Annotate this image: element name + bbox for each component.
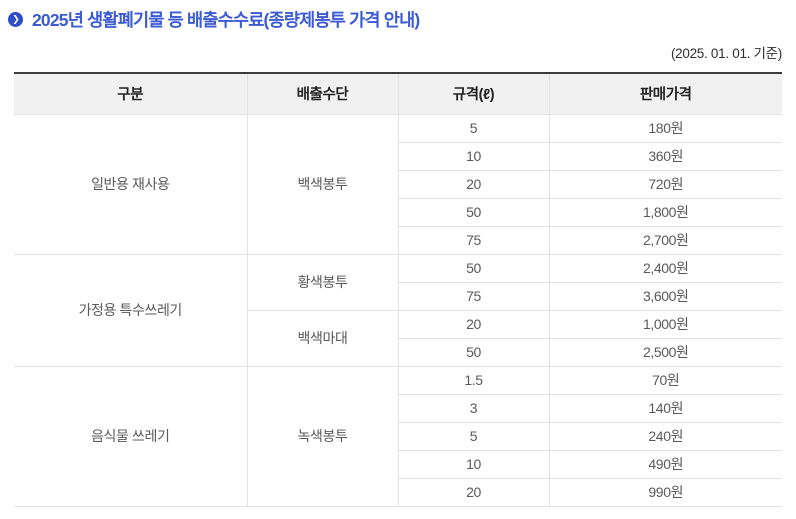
price-cell: 2,500원 (548, 337, 782, 366)
table-row: 5 240원 (14, 421, 782, 450)
table-row: 75 3,600원 (14, 281, 782, 310)
size-cell: 5 (397, 421, 549, 450)
method-cell: 황색봉투 (246, 253, 398, 310)
size-cell: 1.5 (397, 365, 549, 394)
size-cell: 75 (397, 225, 549, 254)
price-cell: 2,700원 (548, 225, 782, 254)
size-cell: 10 (397, 141, 549, 170)
header-row: 구분 배출수단 규격(ℓ) 판매가격 (14, 73, 782, 115)
category-cell: 일반용 재사용 (14, 113, 247, 254)
price-cell: 360원 (548, 141, 782, 170)
column-header-size: 규격(ℓ) (397, 73, 549, 115)
table-row: 20 990원 (14, 477, 782, 506)
table-row: 가정용 특수쓰레기 황색봉투 50 2,400원 (14, 253, 782, 366)
page-header: ❯ 2025년 생활폐기물 등 배출수수료(종량제봉투 가격 안내) (0, 0, 796, 30)
fee-table-head: 구분 배출수단 규격(ℓ) 판매가격 (14, 73, 782, 115)
method-cell: 백색마대 (246, 309, 398, 366)
size-cell: 75 (397, 281, 549, 310)
table-row: 10 360원 (14, 141, 782, 170)
price-cell: 1,800원 (548, 197, 782, 226)
price-cell: 70원 (548, 365, 782, 394)
size-cell: 20 (397, 477, 549, 506)
size-cell: 50 (397, 197, 549, 226)
fee-table-body: 일반용 재사용 백색봉투 5 180원 10 360원 20 720원 50 1,800원 75 2,… (14, 113, 782, 506)
price-cell: 240원 (548, 421, 782, 450)
size-cell: 10 (397, 449, 549, 478)
column-header-price: 판매가격 (548, 73, 782, 115)
price-cell: 2,400원 (548, 253, 782, 282)
category-cell: 음식물 쓰레기 (14, 365, 247, 506)
size-cell: 50 (397, 337, 549, 366)
size-cell: 50 (397, 253, 549, 282)
table-row: 50 2,500원 (14, 337, 782, 366)
page-title: 2025년 생활폐기물 등 배출수수료(종량제봉투 가격 안내) (32, 10, 420, 30)
price-cell: 3,600원 (548, 281, 782, 310)
column-header-category: 구분 (14, 73, 247, 115)
method-cell: 백색봉투 (246, 113, 398, 254)
table-row: 3 140원 (14, 393, 782, 422)
price-cell: 720원 (548, 169, 782, 198)
date-note: (2025. 01. 01. 기준) (670, 46, 782, 61)
size-cell: 20 (397, 169, 549, 198)
price-cell: 490원 (548, 449, 782, 478)
table-row: 일반용 재사용 백색봉투 5 180원 (14, 113, 782, 254)
table-row: 10 490원 (14, 449, 782, 478)
price-cell: 180원 (548, 113, 782, 142)
size-cell: 5 (397, 113, 549, 142)
arrow-circle-icon: ❯ (8, 12, 23, 27)
column-header-method: 배출수단 (246, 73, 398, 115)
size-cell: 20 (397, 309, 549, 338)
method-cell: 녹색봉투 (246, 365, 398, 506)
table-row: 백색마대 20 1,000원 (14, 309, 782, 366)
size-cell: 3 (397, 393, 549, 422)
price-cell: 990원 (548, 477, 782, 506)
category-cell: 가정용 특수쓰레기 (14, 253, 247, 366)
price-cell: 1,000원 (548, 309, 782, 338)
table-row: 20 720원 (14, 169, 782, 198)
table-row: 50 1,800원 (14, 197, 782, 226)
table-row: 75 2,700원 (14, 225, 782, 254)
table-row: 음식물 쓰레기 녹색봉투 1.5 70원 (14, 365, 782, 506)
price-cell: 140원 (548, 393, 782, 422)
fee-table: 구분 배출수단 규격(ℓ) 판매가격 일반용 재사용 백색봉투 5 180원 10 360… (14, 72, 782, 507)
